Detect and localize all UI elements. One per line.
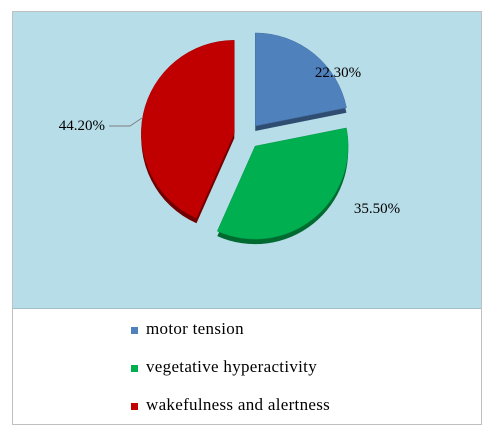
legend-label-wakefulness-and-alertness: wakefulness and alertness bbox=[146, 395, 331, 414]
plot-area: 22.30% 35.50% 44.20% bbox=[13, 12, 481, 309]
pie-chart: 22.30% 35.50% 44.20% bbox=[59, 32, 400, 245]
legend-swatch-motor-tension bbox=[131, 326, 138, 334]
legend-swatch-wakefulness-and-alertness bbox=[131, 402, 138, 410]
chart-frame: 22.30% 35.50% 44.20% motor tension vegetat… bbox=[12, 11, 482, 425]
legend-item-motor-tension: motor tension bbox=[131, 310, 471, 348]
legend-swatch-vegetative-hyperactivity bbox=[131, 364, 138, 372]
legend-label-motor-tension: motor tension bbox=[146, 319, 244, 338]
data-label-motor-tension: 22.30% bbox=[315, 65, 361, 81]
legend-label-vegetative-hyperactivity: vegetative hyperactivity bbox=[146, 357, 317, 376]
pie-slice-vegetative-hyperactivity bbox=[216, 127, 349, 240]
data-label-vegetative-hyperactivity: 35.50% bbox=[354, 201, 400, 217]
legend-item-vegetative-hyperactivity: vegetative hyperactivity bbox=[131, 348, 471, 386]
legend: motor tension vegetative hyperactivity w… bbox=[131, 310, 471, 424]
data-label-wakefulness-and-alertness: 44.20% bbox=[59, 118, 105, 134]
pie-slice-wakefulness-and-alertness bbox=[141, 40, 235, 219]
pie-slice-motor-tension bbox=[254, 32, 347, 127]
leader-line-wakefulness-and-alertness bbox=[109, 117, 143, 127]
legend-item-wakefulness-and-alertness: wakefulness and alertness bbox=[131, 386, 471, 424]
